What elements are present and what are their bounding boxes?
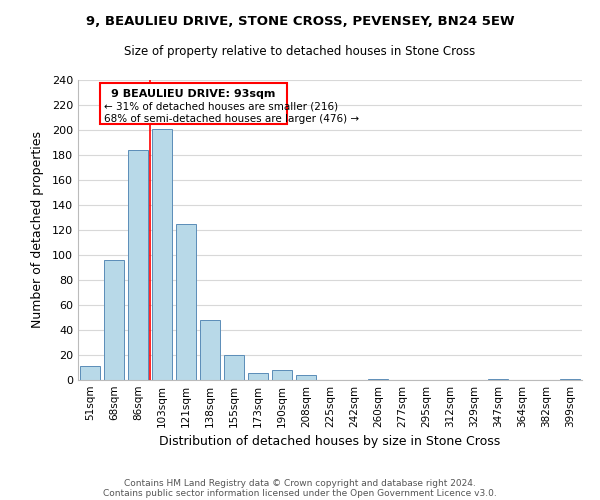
Text: 9, BEAULIEU DRIVE, STONE CROSS, PEVENSEY, BN24 5EW: 9, BEAULIEU DRIVE, STONE CROSS, PEVENSEY…	[86, 15, 514, 28]
Y-axis label: Number of detached properties: Number of detached properties	[31, 132, 44, 328]
Bar	[272, 370, 292, 380]
Bar	[224, 355, 244, 380]
Text: Contains HM Land Registry data © Crown copyright and database right 2024.: Contains HM Land Registry data © Crown c…	[124, 478, 476, 488]
Bar	[80, 366, 100, 380]
Bar	[488, 379, 508, 380]
Bar	[104, 260, 124, 380]
Text: 68% of semi-detached houses are larger (476) →: 68% of semi-detached houses are larger (…	[104, 114, 359, 124]
X-axis label: Distribution of detached houses by size in Stone Cross: Distribution of detached houses by size …	[160, 436, 500, 448]
Bar	[176, 224, 196, 380]
Bar	[248, 372, 268, 380]
Text: 9 BEAULIEU DRIVE: 93sqm: 9 BEAULIEU DRIVE: 93sqm	[111, 89, 275, 99]
Bar	[368, 379, 388, 380]
Text: ← 31% of detached houses are smaller (216): ← 31% of detached houses are smaller (21…	[104, 101, 338, 112]
Bar	[200, 320, 220, 380]
FancyBboxPatch shape	[100, 82, 287, 124]
Text: Size of property relative to detached houses in Stone Cross: Size of property relative to detached ho…	[124, 45, 476, 58]
Bar	[560, 379, 580, 380]
Bar	[152, 128, 172, 380]
Bar	[296, 375, 316, 380]
Text: Contains public sector information licensed under the Open Government Licence v3: Contains public sector information licen…	[103, 488, 497, 498]
Bar	[128, 150, 148, 380]
